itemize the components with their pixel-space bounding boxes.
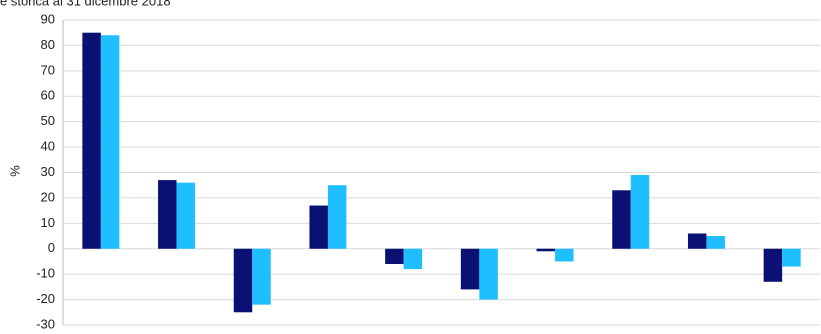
bar — [763, 248, 783, 282]
bar — [630, 175, 650, 249]
bar — [176, 182, 196, 249]
y-tick-label: 60 — [41, 88, 55, 103]
bar — [612, 190, 631, 249]
y-tick-label: 10 — [41, 215, 55, 230]
y-tick-label: 0 — [48, 240, 55, 255]
bar — [782, 248, 801, 267]
y-tick-label: 30 — [41, 164, 55, 179]
bar — [460, 248, 480, 290]
bar — [385, 248, 404, 264]
bar — [82, 32, 101, 249]
bar — [536, 248, 556, 252]
bar — [706, 236, 725, 249]
y-tick-label: -10 — [36, 266, 55, 281]
y-tick-label: -30 — [36, 316, 55, 331]
y-tick-label: 20 — [41, 189, 55, 204]
bar — [479, 248, 498, 300]
bar — [158, 180, 177, 249]
y-axis-label: % — [7, 165, 22, 177]
bar — [687, 233, 707, 249]
bar — [233, 248, 253, 313]
y-tick-label: 50 — [41, 113, 55, 128]
bar — [555, 248, 574, 262]
bar — [309, 205, 328, 249]
y-tick-label: 90 — [41, 11, 55, 26]
y-tick-label: 70 — [41, 62, 55, 77]
bar — [252, 248, 271, 305]
y-tick-label: 40 — [41, 139, 55, 154]
bar — [100, 35, 120, 249]
bar — [403, 248, 423, 270]
y-tick-label: 80 — [41, 37, 55, 52]
y-tick-label: -20 — [36, 291, 55, 306]
bar — [327, 185, 347, 249]
chart-title: e storica al 31 dicembre 2018 — [0, 0, 171, 8]
